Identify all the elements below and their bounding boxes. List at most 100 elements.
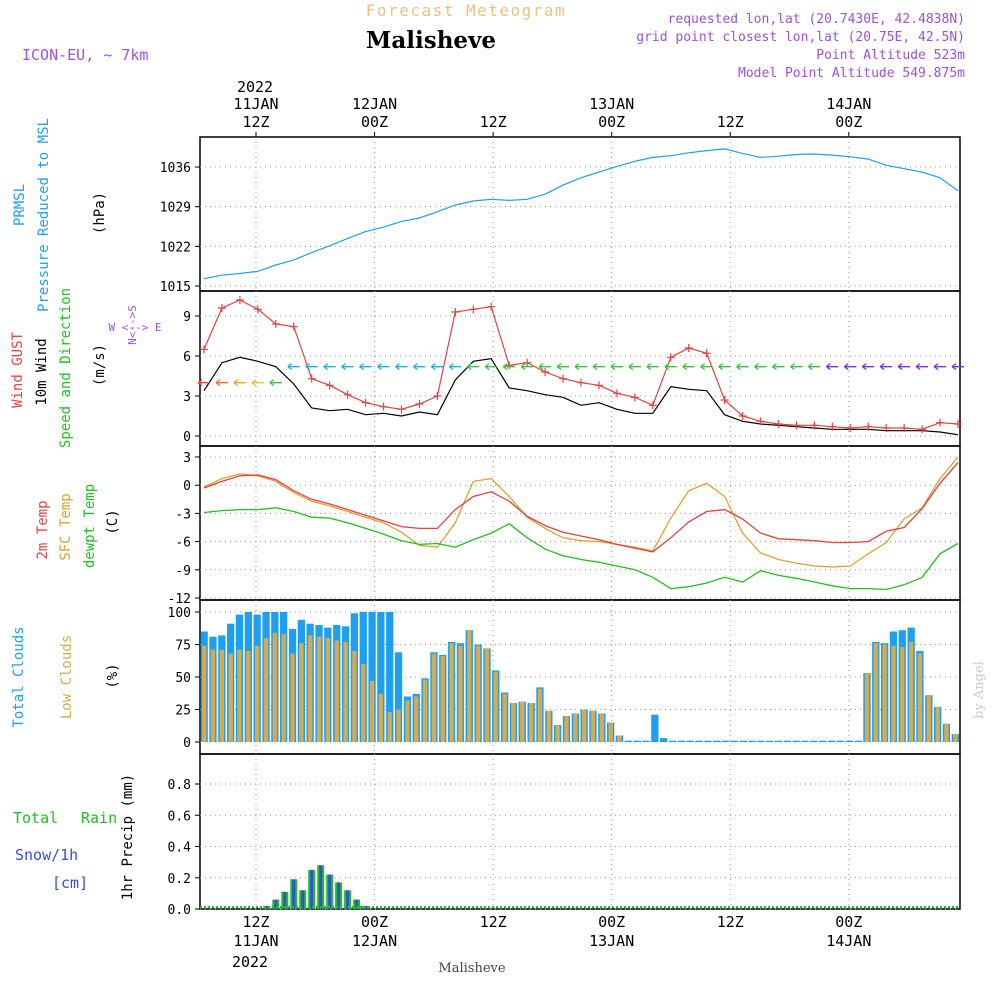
precip-baseline-dot bbox=[384, 906, 386, 908]
precip-baseline-dot bbox=[952, 906, 954, 908]
credit-watermark: by Angel bbox=[972, 661, 987, 719]
wind-gust-label: Wind GUST bbox=[10, 332, 26, 408]
precip-baseline-dot bbox=[840, 906, 842, 908]
location-title: Malisheve bbox=[366, 27, 496, 54]
ytick-label: 1036 bbox=[160, 161, 191, 176]
precip-baseline-dot bbox=[748, 906, 750, 908]
low-cloud-bar bbox=[529, 703, 534, 742]
precip-unit-label: 1hr Precip (mm) bbox=[120, 774, 136, 900]
bottom-tick-date: 13JAN bbox=[589, 932, 634, 950]
precip-baseline-dot bbox=[252, 906, 254, 908]
precip-baseline-dot bbox=[624, 906, 626, 908]
precip-baseline-dot bbox=[360, 906, 362, 908]
precip-baseline-dot bbox=[296, 906, 298, 908]
precip-baseline-dot bbox=[456, 906, 458, 908]
gust-marker bbox=[433, 392, 442, 400]
bottom-tick-date: 14JAN bbox=[826, 932, 871, 950]
precip-baseline-dot bbox=[652, 906, 654, 908]
ytick-label: -12 bbox=[168, 592, 191, 607]
snow-bar-overlay bbox=[283, 891, 287, 909]
low-cloud-bar bbox=[396, 709, 401, 742]
total-cloud-bar bbox=[668, 740, 677, 742]
precip-baseline-dot bbox=[288, 906, 290, 908]
precip-baseline-dot bbox=[864, 906, 866, 908]
total-cloud-bar bbox=[368, 612, 376, 742]
low-cloud-bar bbox=[352, 651, 357, 742]
gust-marker bbox=[810, 421, 819, 430]
snow-bar-overlay bbox=[355, 899, 359, 909]
precip-baseline-dot bbox=[476, 906, 478, 908]
top-tick-hour: 00Z bbox=[835, 113, 862, 131]
precip-baseline-dot bbox=[696, 906, 698, 908]
precip-baseline-dot bbox=[608, 906, 610, 908]
panel-frame-0 bbox=[199, 136, 961, 292]
gust-marker bbox=[487, 302, 496, 311]
low-cloud-bar bbox=[334, 640, 339, 742]
precip-baseline-dot bbox=[352, 906, 354, 908]
low-cloud-bar bbox=[484, 648, 490, 742]
sfc-temp-line bbox=[203, 456, 959, 568]
snow-label: Snow/1h bbox=[15, 846, 78, 864]
wind-arrow bbox=[305, 363, 318, 371]
precip-baseline-dot bbox=[568, 906, 570, 908]
precip-labels: Total Rain Snow/1h [cm] 1hr Precip (mm) bbox=[13, 774, 136, 900]
precip-baseline-dot bbox=[720, 906, 722, 908]
wind-arrow bbox=[377, 363, 390, 371]
low-cloud-bar bbox=[573, 713, 578, 742]
precip-baseline-dot bbox=[768, 906, 770, 908]
precip-baseline-dot bbox=[512, 906, 514, 908]
gust-marker bbox=[469, 305, 478, 314]
low-cloud-bar bbox=[255, 645, 260, 742]
low-cloud-bar bbox=[502, 693, 507, 742]
wind-arrow bbox=[897, 363, 911, 371]
low-cloud-bar bbox=[237, 649, 242, 742]
wind-arrow bbox=[628, 363, 641, 371]
precip-baseline-dot bbox=[700, 906, 702, 908]
low-cloud-bar bbox=[900, 647, 905, 742]
bottom-tick-hour: 12Z bbox=[717, 913, 744, 931]
precip-baseline-dot bbox=[388, 906, 390, 908]
bottom-tick-date: 11JAN bbox=[233, 932, 278, 950]
precip-baseline-dot bbox=[728, 906, 730, 908]
gust-marker bbox=[900, 424, 909, 432]
wind-arrow bbox=[484, 363, 498, 371]
chart-title: Forecast Meteogram bbox=[366, 1, 566, 20]
precip-baseline-dot bbox=[588, 906, 590, 908]
ytick-label: -9 bbox=[175, 564, 191, 579]
snow-bar-overlay bbox=[337, 882, 341, 909]
precip-baseline-dot bbox=[772, 906, 774, 908]
wind-arrow bbox=[538, 363, 552, 371]
precip-baseline-dot bbox=[400, 906, 402, 908]
gust-marker bbox=[612, 389, 621, 398]
precip-baseline-dot bbox=[540, 906, 542, 908]
wind-arrow bbox=[197, 379, 210, 387]
wind-arrow bbox=[736, 363, 749, 371]
total-cloud-bar bbox=[386, 612, 394, 742]
precip-baseline-dot bbox=[496, 906, 498, 908]
temp-2m-line bbox=[203, 462, 959, 553]
gust-marker bbox=[289, 322, 298, 331]
low-cloud-bar bbox=[405, 700, 410, 742]
total-cloud-bar bbox=[845, 740, 853, 742]
precip-baseline-dot bbox=[884, 906, 886, 908]
ytick-label: 0 bbox=[183, 479, 191, 494]
low-cloud-bar bbox=[290, 653, 295, 742]
low-cloud-bar bbox=[944, 723, 949, 742]
wind-arrow bbox=[646, 363, 659, 371]
precip-baseline-dot bbox=[528, 906, 530, 908]
wind-arrow bbox=[951, 363, 964, 371]
total-cloud-bar bbox=[713, 740, 721, 742]
wind-arrow bbox=[466, 363, 480, 371]
ytick-label: 0.8 bbox=[168, 778, 191, 793]
precip-baseline-dot bbox=[480, 906, 482, 908]
low-cloud-bar bbox=[582, 709, 587, 742]
precip-baseline-dot bbox=[380, 906, 382, 908]
precip-baseline-dot bbox=[368, 906, 370, 908]
gust-marker bbox=[415, 400, 424, 408]
sfc-temp-label: SFC Temp bbox=[58, 493, 74, 560]
precip-baseline-dot bbox=[708, 906, 710, 908]
snow-bar-overlay bbox=[346, 890, 350, 910]
precip-baseline-dot bbox=[848, 906, 850, 908]
point-altitude: Point Altitude 523m bbox=[816, 48, 965, 63]
precip-baseline-dot bbox=[392, 906, 394, 908]
